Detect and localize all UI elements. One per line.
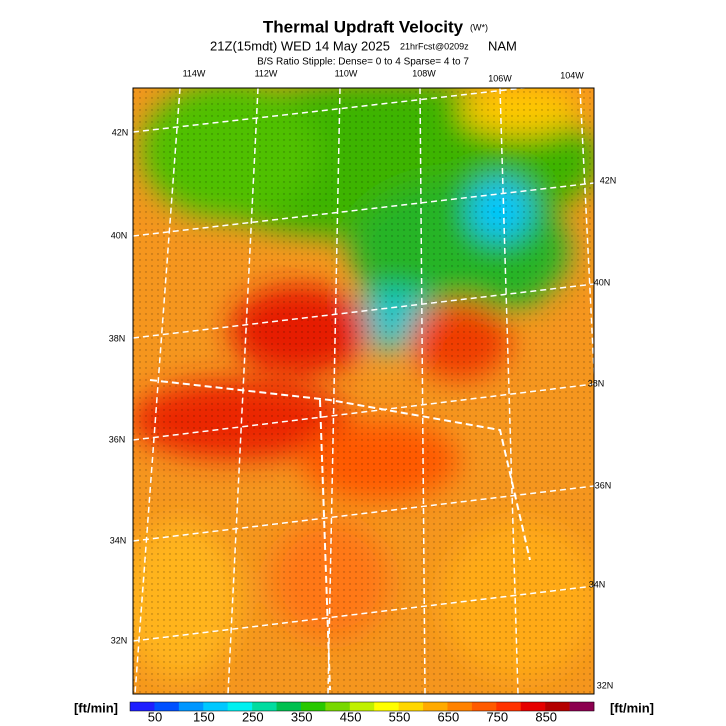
forecast: 21hrFcst@0209z: [400, 41, 469, 51]
colorbar: 50 150 250 350 450 550 650 750 850: [129, 701, 595, 724]
lat-label: 32N: [597, 680, 614, 690]
colorbar-swatch: [545, 702, 570, 711]
colorbar-swatch: [276, 702, 302, 711]
lat-label: 36N: [109, 434, 126, 444]
colorbar-label: 350: [291, 709, 313, 724]
lon-label: 108W: [412, 68, 436, 78]
lon-label: 112W: [255, 68, 278, 78]
model: NAM: [488, 38, 517, 53]
lat-label: 36N: [595, 480, 612, 490]
colorbar-label: 750: [486, 709, 508, 724]
map-field: [133, 88, 594, 694]
colorbar-label: 250: [242, 709, 264, 724]
lat-label: 38N: [109, 333, 126, 343]
colorbar-swatch: [349, 702, 375, 711]
colorbar-label: 650: [438, 709, 460, 724]
colorbar-label: 850: [535, 709, 557, 724]
lat-label: 40N: [594, 277, 611, 287]
colorbar-swatch: [325, 702, 351, 711]
stipple-note: B/S Ratio Stipple: Dense= 0 to 4 Sparse=…: [257, 57, 469, 68]
colorbar-label: 450: [340, 709, 362, 724]
colorbar-swatch: [423, 702, 448, 711]
lon-label: 106W: [488, 73, 512, 83]
subtitle: 21Z(15mdt) WED 14 May 2025: [210, 38, 390, 53]
colorbar-unit: [ft/min]: [74, 700, 118, 715]
lat-label: 38N: [588, 378, 605, 388]
lon-label: 110W: [335, 68, 358, 78]
colorbar-swatch: [227, 702, 253, 711]
lat-label: 32N: [111, 635, 128, 645]
colorbar-swatch: [178, 702, 204, 711]
colorbar-label: 550: [389, 709, 411, 724]
lat-label: 42N: [600, 175, 617, 185]
colorbar-swatch: [447, 702, 473, 711]
colorbar-frame: [129, 701, 595, 712]
lat-label: 34N: [110, 535, 127, 545]
lon-label: 104W: [560, 70, 584, 80]
colorbar-unit: [ft/min]: [610, 700, 654, 715]
colorbar-swatch: [130, 702, 155, 711]
colorbar-swatch: [203, 702, 228, 711]
colorbar-label: 50: [148, 709, 162, 724]
colorbar-swatch: [374, 702, 399, 711]
lat-label: 42N: [112, 127, 129, 137]
colorbar-label: 150: [193, 709, 215, 724]
colorbar-swatch: [154, 702, 180, 711]
colorbar-swatch: [398, 702, 424, 711]
colorbar-swatch: [496, 702, 522, 711]
colorbar-swatch: [520, 702, 546, 711]
title-unit: (W*): [470, 22, 488, 32]
colorbar-swatch: [252, 702, 277, 711]
colorbar-swatch: [300, 702, 326, 711]
map-frame: [132, 87, 595, 695]
title: Thermal Updraft Velocity: [263, 17, 464, 36]
lat-label: 40N: [111, 230, 128, 240]
colorbar-swatch: [569, 702, 595, 711]
colorbar-swatch: [471, 702, 497, 711]
lon-label: 114W: [183, 68, 206, 78]
lat-label: 34N: [589, 579, 606, 589]
